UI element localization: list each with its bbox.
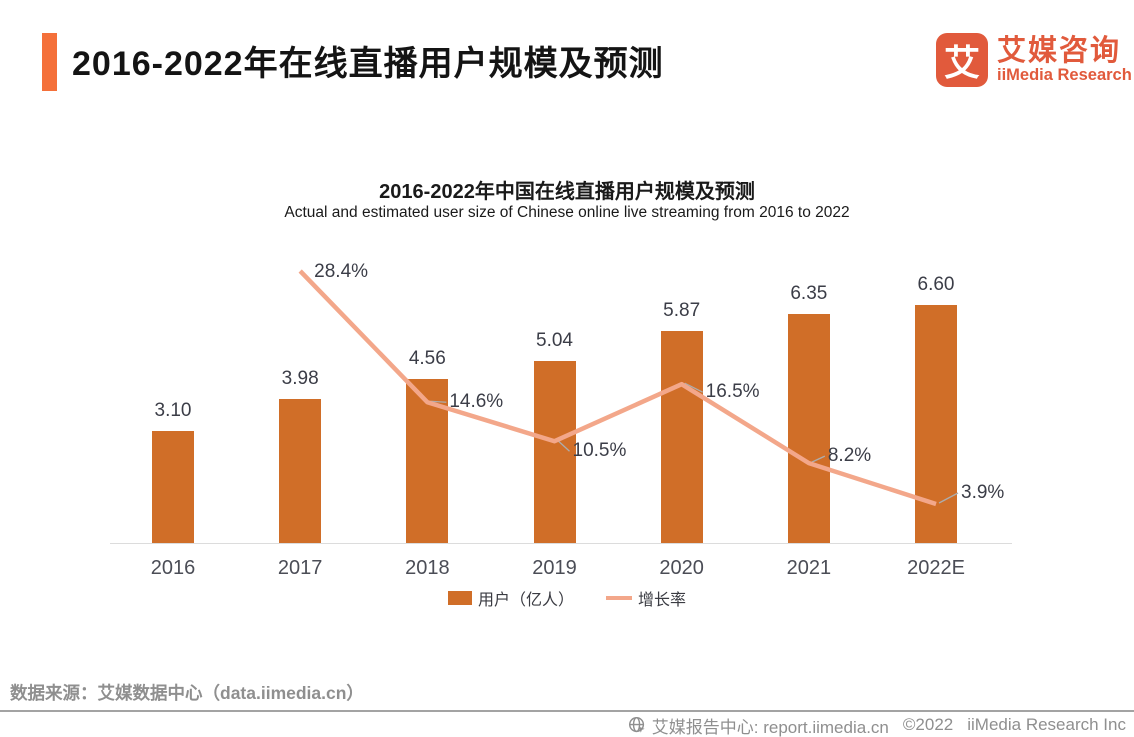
bar-2021 xyxy=(787,314,830,543)
footer-site: 艾媒报告中心: report.iimedia.cn xyxy=(628,713,889,737)
bar-value-label: 5.04 xyxy=(536,330,573,352)
legend-label-users: 用户（亿人） xyxy=(477,592,574,609)
x-axis-label: 2020 xyxy=(659,557,704,579)
legend-label-growth: 增长率 xyxy=(638,592,687,609)
growth-rate-label: 16.5% xyxy=(705,381,760,403)
chart-legend: 用户（亿人） 增长率 xyxy=(0,586,1134,610)
growth-line xyxy=(298,269,937,507)
bar-2020 xyxy=(660,331,703,543)
bar-value-label: 3.98 xyxy=(281,368,319,390)
iimedia-logo-icon: 艾 xyxy=(936,33,988,87)
chart-subtitle: Actual and estimated user size of Chines… xyxy=(284,204,850,221)
bar-series-swatch-icon xyxy=(447,591,472,605)
title-accent-bar xyxy=(42,33,57,91)
growth-rate-label: 28.4% xyxy=(314,261,369,282)
legend-item-growth: 增长率 xyxy=(606,586,686,610)
legend-item-users: 用户（亿人） xyxy=(447,586,574,610)
footer-site-label: 艾媒报告中心: report.iimedia.cn xyxy=(651,717,889,737)
x-axis-label: 2019 xyxy=(532,557,577,579)
line-series-swatch-icon xyxy=(606,596,632,600)
x-axis-line xyxy=(110,543,1012,544)
footer-divider xyxy=(0,710,1134,712)
growth-rate-label: 14.6% xyxy=(449,391,504,413)
logo-name-en: iiMedia Research xyxy=(997,66,1132,85)
bar-2022E xyxy=(915,305,958,543)
x-axis-label: 2022E xyxy=(907,557,965,579)
footer-copyright: ©2022 xyxy=(902,715,954,734)
bar-value-label: 5.87 xyxy=(663,300,701,322)
logo-name-cn: 艾媒咨询 xyxy=(997,34,1122,67)
bar-value-label: 4.56 xyxy=(408,347,446,369)
growth-rate-label: 3.9% xyxy=(961,481,1005,503)
x-axis-label: 2021 xyxy=(786,557,832,579)
logo-mark-glyph: 艾 xyxy=(943,42,980,83)
growth-rate-label: 8.2% xyxy=(827,445,872,467)
footer-bar: 艾媒报告中心: report.iimedia.cn ©2022 iiMedia … xyxy=(0,713,1134,737)
bar-value-label: 6.60 xyxy=(917,274,955,295)
x-axis-label: 2016 xyxy=(150,557,196,579)
footer-company: iiMedia Research Inc xyxy=(967,715,1126,734)
x-axis-label: 2018 xyxy=(405,557,450,579)
x-axis-label: 2017 xyxy=(277,557,323,579)
logo-text: 艾媒咨询 iiMedia Research xyxy=(997,33,1132,87)
bar-2017 xyxy=(279,399,322,543)
chart-title: 2016-2022年中国在线直播用户规模及预测 xyxy=(379,181,755,203)
bar-value-label: 6.35 xyxy=(790,283,828,305)
growth-rate-label: 10.5% xyxy=(572,440,627,462)
page-title: 2016-2022年在线直播用户规模及预测 xyxy=(72,45,664,83)
bar-2019 xyxy=(533,361,576,543)
globe-cursor-icon xyxy=(628,716,645,733)
bar-value-label: 3.10 xyxy=(154,400,192,422)
bar-2018 xyxy=(406,378,449,543)
bar-2016 xyxy=(152,431,194,543)
iimedia-logo: 艾 艾媒咨询 iiMedia Research xyxy=(936,33,1132,87)
data-source-note: 数据来源：艾媒数据中心（data.iimedia.cn） xyxy=(10,683,364,703)
